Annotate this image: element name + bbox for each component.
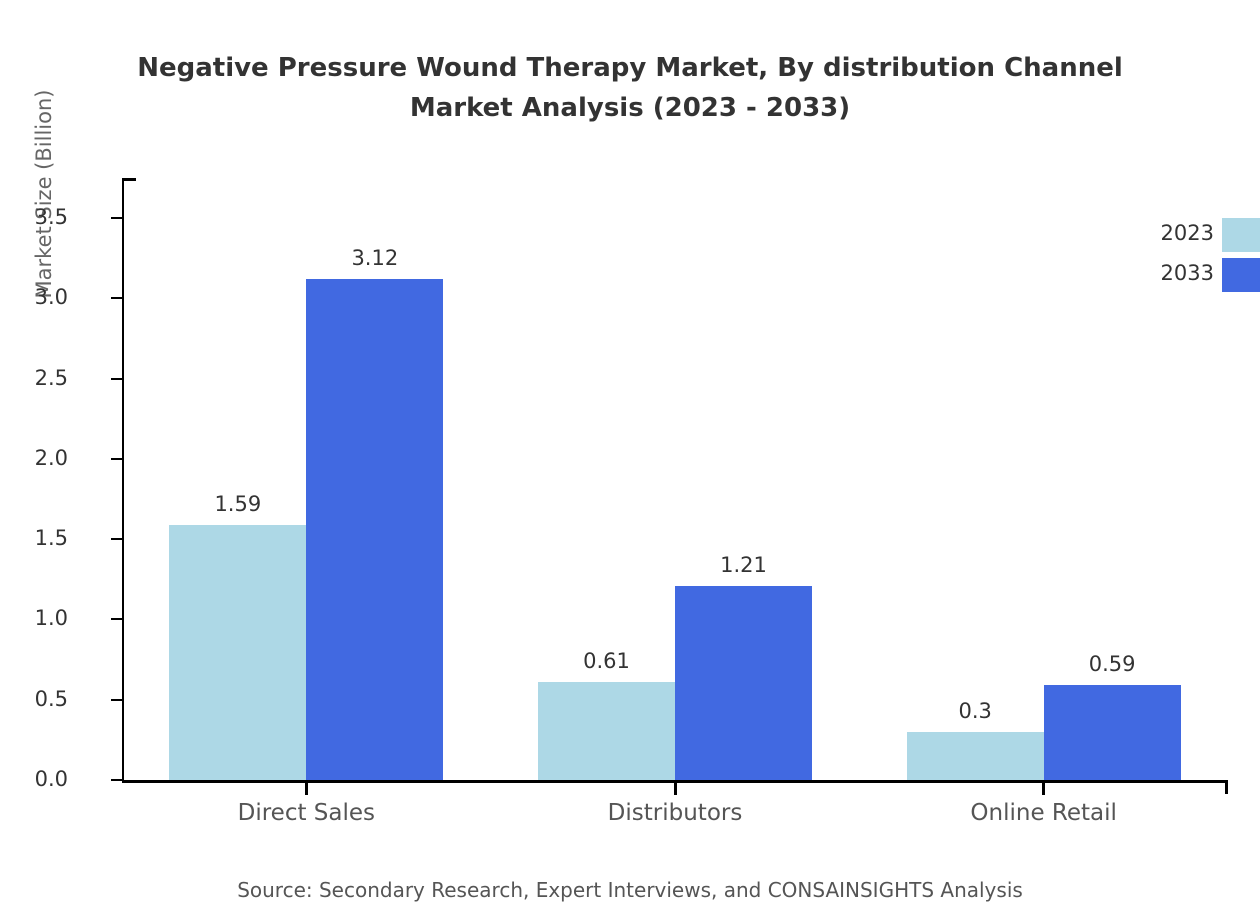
y-tick-label: 3.5	[34, 205, 68, 230]
legend-label-2033: 2033	[1160, 261, 1214, 285]
y-tick-label: 1.0	[34, 606, 68, 631]
bar-value-label: 0.3	[958, 698, 992, 723]
y-tick	[111, 538, 122, 541]
y-tick	[111, 698, 122, 701]
y-tick-label: 0.0	[34, 767, 68, 791]
source-note: Source: Secondary Research, Expert Inter…	[237, 878, 1023, 902]
y-tick	[111, 779, 122, 781]
chart-title-line-1: Negative Pressure Wound Therapy Market, …	[137, 53, 1123, 83]
bar-value-label: 3.12	[351, 246, 399, 271]
bar-2033-direct-sales[interactable]	[306, 279, 444, 780]
x-category-label-direct-sales: Direct Sales	[237, 800, 376, 826]
chart-title-line-2: Market Analysis (2023 - 2033)	[409, 93, 851, 123]
bar-value-label: 1.21	[720, 552, 767, 577]
bar-2033-online-retail[interactable]	[1043, 685, 1181, 780]
x-tick	[1042, 782, 1046, 795]
legend: 2023 2033	[1130, 218, 1260, 300]
y-axis-top-cap	[122, 178, 136, 181]
bar-2023-direct-sales[interactable]	[169, 524, 307, 780]
x-tick	[673, 782, 677, 795]
y-tick	[111, 217, 122, 220]
x-axis-line	[122, 780, 1228, 783]
y-tick	[111, 377, 122, 380]
x-category-label-online-retail: Online Retail	[970, 800, 1117, 826]
x-axis-end-cap	[1225, 780, 1228, 794]
bar-value-label: 1.59	[214, 491, 262, 516]
plot-area: 0.0 0.5 1.0 1.5 2.0 2.5 3.0 3.5 1.59 3.12 0.61 1.2…	[35, 178, 1228, 826]
y-tick	[111, 297, 122, 300]
legend-swatch-2023	[1222, 218, 1260, 252]
y-tick-label: 2.5	[34, 365, 68, 390]
legend-swatch-2033	[1222, 258, 1260, 292]
chart-title: Negative Pressure Wound Therapy Market, …	[0, 48, 1260, 128]
legend-item-2023[interactable]: 2023	[1130, 218, 1260, 252]
legend-item-2033[interactable]: 2033	[1130, 258, 1260, 292]
bar-value-label: 0.59	[1088, 652, 1136, 677]
x-tick	[304, 782, 308, 795]
bar-value-label: 0.61	[583, 649, 630, 674]
bar-2023-distributors[interactable]	[538, 682, 675, 780]
y-axis-line	[122, 178, 124, 782]
y-tick-label: 1.5	[34, 526, 68, 551]
x-category-label-distributors: Distributors	[607, 800, 743, 826]
bar-2023-online-retail[interactable]	[906, 731, 1044, 780]
y-tick-label: 3.0	[34, 285, 68, 310]
y-tick	[111, 618, 122, 621]
y-tick-label: 0.5	[34, 686, 68, 711]
legend-label-2023: 2023	[1160, 221, 1214, 245]
y-tick-label: 2.0	[34, 445, 68, 470]
bar-2033-distributors[interactable]	[675, 585, 812, 780]
y-tick	[111, 457, 122, 460]
